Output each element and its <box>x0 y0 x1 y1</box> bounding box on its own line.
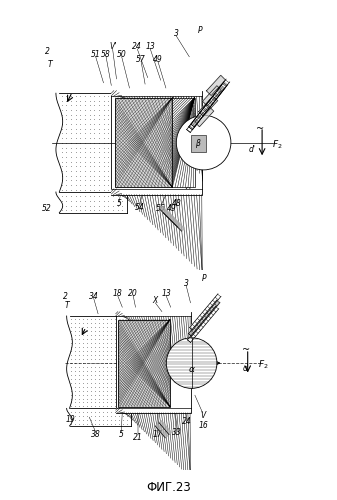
Text: X: X <box>153 296 158 305</box>
Text: 16: 16 <box>199 422 209 430</box>
Polygon shape <box>189 300 220 336</box>
Text: 3: 3 <box>174 29 179 38</box>
Text: 5: 5 <box>119 430 124 440</box>
Bar <box>116 408 190 413</box>
Text: $\alpha$: $\alpha$ <box>188 365 195 374</box>
Text: 17: 17 <box>153 430 162 440</box>
Text: V': V' <box>109 42 116 51</box>
Text: X: X <box>185 182 191 192</box>
Text: d': d' <box>248 144 255 154</box>
Text: 21: 21 <box>133 432 143 442</box>
Polygon shape <box>191 79 230 127</box>
Text: $F_2$: $F_2$ <box>273 139 283 151</box>
Text: 13: 13 <box>161 290 171 298</box>
Text: 56: 56 <box>156 204 165 214</box>
Text: 18: 18 <box>113 290 123 298</box>
Text: ~: ~ <box>242 346 250 356</box>
Bar <box>118 320 170 406</box>
Text: 48: 48 <box>172 199 181 208</box>
Text: 33: 33 <box>173 428 182 437</box>
Polygon shape <box>189 82 227 130</box>
Bar <box>173 98 194 188</box>
Polygon shape <box>187 84 225 132</box>
Bar <box>59 93 127 192</box>
Text: 58: 58 <box>101 50 111 58</box>
Text: 52: 52 <box>41 204 51 214</box>
Text: 49': 49' <box>166 204 178 214</box>
Text: 57: 57 <box>136 55 146 64</box>
Polygon shape <box>207 76 225 96</box>
Bar <box>116 312 190 316</box>
Text: 3: 3 <box>184 278 188 287</box>
Polygon shape <box>195 106 214 126</box>
Text: 2: 2 <box>63 292 67 300</box>
Text: 34: 34 <box>89 292 99 300</box>
Polygon shape <box>163 210 184 231</box>
Circle shape <box>166 338 217 388</box>
Text: 51: 51 <box>91 50 100 58</box>
Text: 49: 49 <box>153 55 163 64</box>
Text: 24: 24 <box>182 417 192 426</box>
Bar <box>111 90 202 194</box>
Polygon shape <box>155 424 168 438</box>
Text: 50: 50 <box>117 50 127 58</box>
Text: 13: 13 <box>146 42 155 51</box>
Polygon shape <box>159 420 172 434</box>
Text: 19: 19 <box>66 415 75 424</box>
Bar <box>111 90 202 96</box>
Bar <box>111 189 202 194</box>
Text: T: T <box>65 300 70 310</box>
Text: T: T <box>48 60 53 69</box>
Text: 54: 54 <box>135 203 145 212</box>
Polygon shape <box>198 96 218 116</box>
Text: 2: 2 <box>45 47 50 56</box>
Text: ~: ~ <box>256 124 264 134</box>
Text: 20: 20 <box>128 290 138 298</box>
Text: d: d <box>243 364 248 374</box>
Bar <box>115 98 173 188</box>
Polygon shape <box>187 306 219 343</box>
Text: P: P <box>197 26 202 36</box>
Polygon shape <box>203 86 221 106</box>
Circle shape <box>176 116 231 170</box>
Text: V: V <box>200 410 205 420</box>
Text: 24: 24 <box>132 42 142 51</box>
Text: $F_2$: $F_2$ <box>257 358 268 370</box>
Bar <box>116 312 190 413</box>
Text: $\beta$: $\beta$ <box>195 136 202 150</box>
Polygon shape <box>190 294 221 330</box>
Text: ФИГ.23: ФИГ.23 <box>146 481 191 494</box>
Text: P: P <box>202 274 206 283</box>
Polygon shape <box>159 206 180 227</box>
Bar <box>191 135 206 152</box>
Text: 38: 38 <box>91 430 101 440</box>
Text: 5: 5 <box>117 199 122 208</box>
